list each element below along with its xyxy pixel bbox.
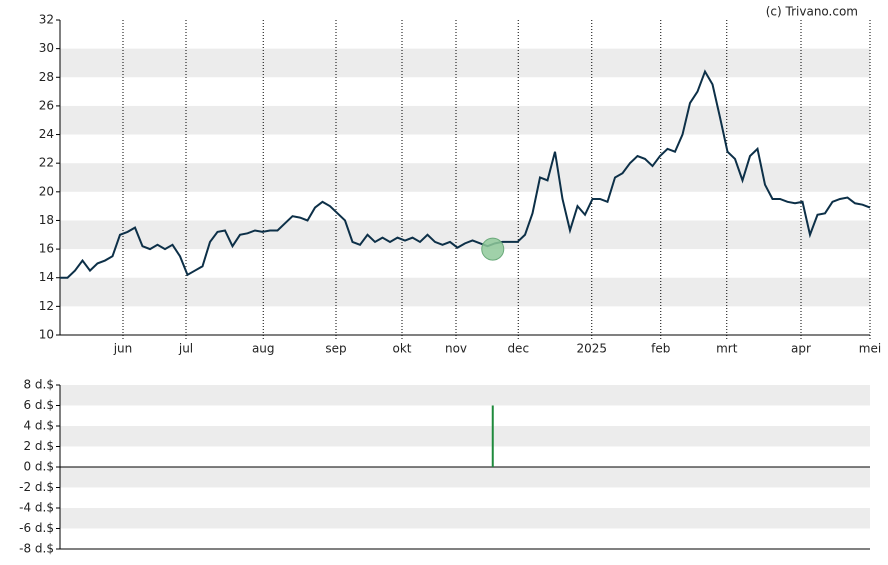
x-tick-label: dec — [507, 342, 529, 356]
dividend-bar — [491, 405, 494, 467]
source: (c) Trivano.com — [766, 5, 858, 19]
y-tick-label: -2 d.$ — [19, 480, 54, 494]
x-tick-label: mrt — [716, 342, 738, 356]
axis-frame — [59, 20, 870, 336]
x-tick-label: jul — [178, 342, 193, 356]
event-marker — [481, 237, 505, 261]
grid-band — [60, 105, 870, 135]
x-tick-label: aug — [252, 342, 275, 356]
price-line — [60, 69, 871, 279]
x-tick-label: jun — [113, 342, 133, 356]
y-tick-label: 14 — [39, 270, 54, 284]
x-tick-label: mei — [859, 342, 881, 356]
grid-band — [60, 426, 870, 447]
grid-band — [60, 467, 870, 488]
x-tick-label: 2025 — [576, 342, 607, 356]
y-tick-label: 6 d.$ — [23, 398, 54, 412]
y-tick-label: 28 — [39, 70, 54, 84]
x-tick-label: okt — [393, 342, 412, 356]
x-tick-label: sep — [325, 342, 346, 356]
grid-band — [60, 48, 870, 78]
y-tick-label: -8 d.$ — [19, 542, 54, 556]
x-tick-label: apr — [791, 342, 811, 356]
grid-band — [60, 508, 870, 529]
y-tick-label: 24 — [39, 127, 54, 141]
y-tick-label: 4 d.$ — [23, 419, 54, 433]
x-tick-label: feb — [651, 342, 670, 356]
y-tick-label: 2 d.$ — [23, 439, 54, 453]
y-tick-label: 32 — [39, 13, 54, 27]
grid-band — [60, 163, 870, 192]
y-tick-label: -6 d.$ — [19, 521, 54, 535]
y-tick-label: 26 — [39, 98, 54, 112]
grid-band — [60, 220, 870, 250]
grid-band — [60, 277, 870, 307]
y-tick-label: 12 — [39, 299, 54, 313]
y-tick-label: 20 — [39, 184, 54, 198]
y-tick-label: 18 — [39, 213, 54, 227]
x-tick-label: nov — [445, 342, 467, 356]
y-tick-label: 8 d.$ — [23, 378, 54, 392]
y-tick-label: 0 d.$ — [23, 460, 54, 474]
axis-frame — [59, 385, 870, 550]
y-tick-label: -4 d.$ — [19, 501, 54, 515]
grid-band — [60, 385, 870, 406]
y-tick-label: 16 — [39, 242, 54, 256]
y-tick-label: 10 — [39, 328, 54, 342]
y-tick-label: 30 — [39, 41, 54, 55]
y-tick-label: 22 — [39, 156, 54, 170]
